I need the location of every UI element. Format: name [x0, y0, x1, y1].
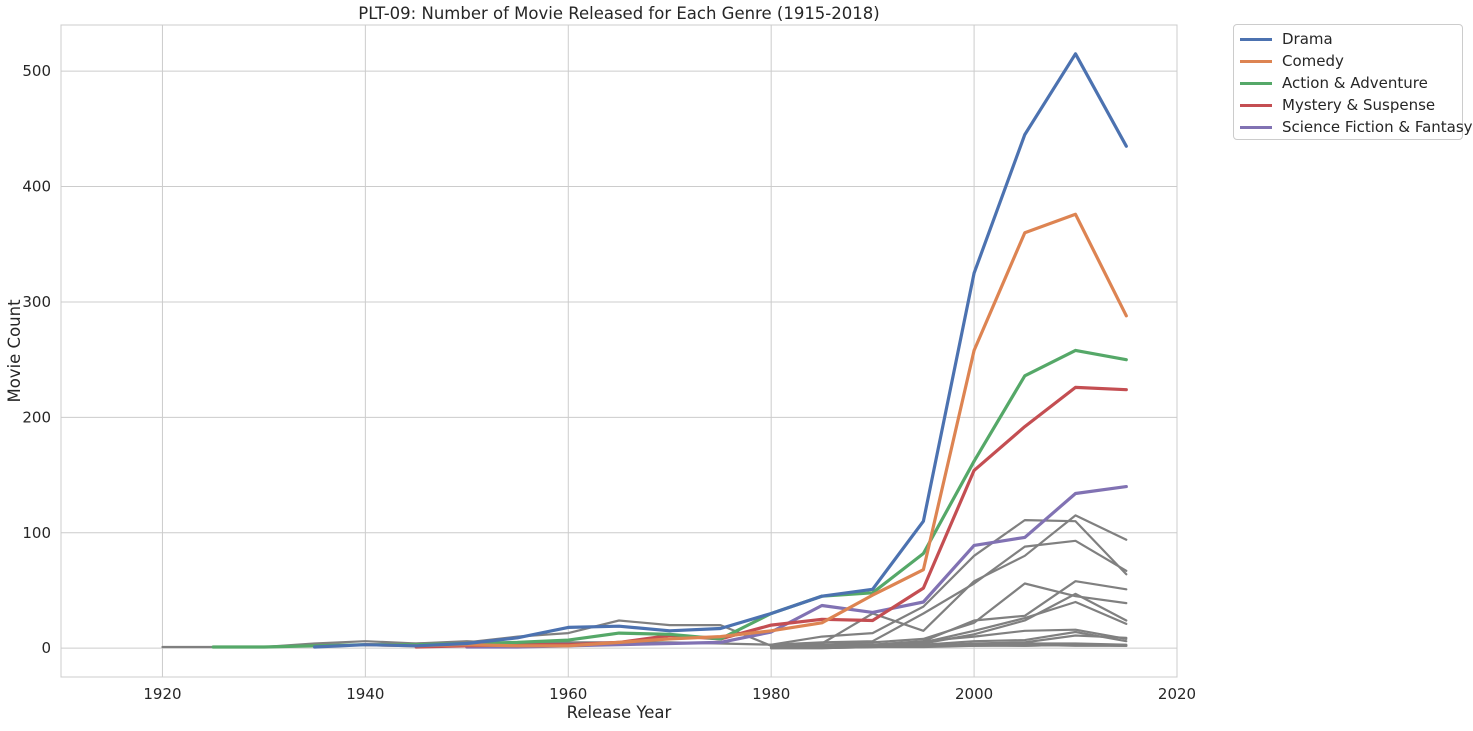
x-tick-label-5: 2020: [1158, 685, 1196, 703]
y-tick-label-3: 300: [22, 293, 51, 311]
legend-item: Action & Adventure: [1240, 72, 1428, 94]
series-line-drama: [313, 52, 1128, 649]
x-axis-label: Release Year: [567, 703, 672, 722]
y-tick-label-5: 500: [22, 62, 51, 80]
legend-label: Science Fiction & Fantasy: [1282, 118, 1473, 136]
y-tick-label-0: 0: [41, 639, 51, 657]
legend-swatch: [1240, 59, 1272, 63]
other-genre-line-3: [770, 539, 1128, 646]
x-tick-label-1: 1940: [346, 685, 384, 703]
plot-frame: [60, 24, 1178, 678]
x-tick-label-0: 1920: [143, 685, 181, 703]
y-tick-label-1: 100: [22, 524, 51, 542]
other-genre-line-13: [770, 643, 1128, 650]
chart-legend: Drama Comedy Action & Adventure Mystery & S…: [1233, 24, 1473, 140]
x-tick-label-4: 2000: [955, 685, 993, 703]
legend-label: Action & Adventure: [1282, 74, 1428, 92]
x-tick-label-2: 1960: [549, 685, 587, 703]
series-line-action-adventure: [211, 348, 1128, 649]
legend-swatch: [1240, 103, 1272, 107]
legend-label: Drama: [1282, 30, 1333, 48]
legend-label: Mystery & Suspense: [1282, 96, 1436, 114]
chart-title: PLT-09: Number of Movie Released for Eac…: [358, 4, 879, 23]
series-line-comedy: [363, 212, 1128, 648]
legend-swatch: [1240, 37, 1272, 41]
legend-label: Comedy: [1282, 52, 1344, 70]
y-tick-label-4: 400: [22, 178, 51, 196]
y-axis-label: Movie Count: [5, 299, 24, 403]
x-tick-label-3: 1980: [752, 685, 790, 703]
legend-item: Mystery & Suspense: [1240, 94, 1435, 116]
y-tick-label-2: 200: [22, 408, 51, 426]
other-genre-line-8: [770, 600, 1128, 649]
legend-swatch: [1240, 81, 1272, 85]
legend-swatch: [1240, 125, 1272, 129]
legend-item: Comedy: [1240, 50, 1344, 72]
other-genre-line-4: [770, 514, 1128, 647]
legend-item: Science Fiction & Fantasy: [1240, 116, 1473, 138]
legend-item: Drama: [1240, 28, 1333, 50]
